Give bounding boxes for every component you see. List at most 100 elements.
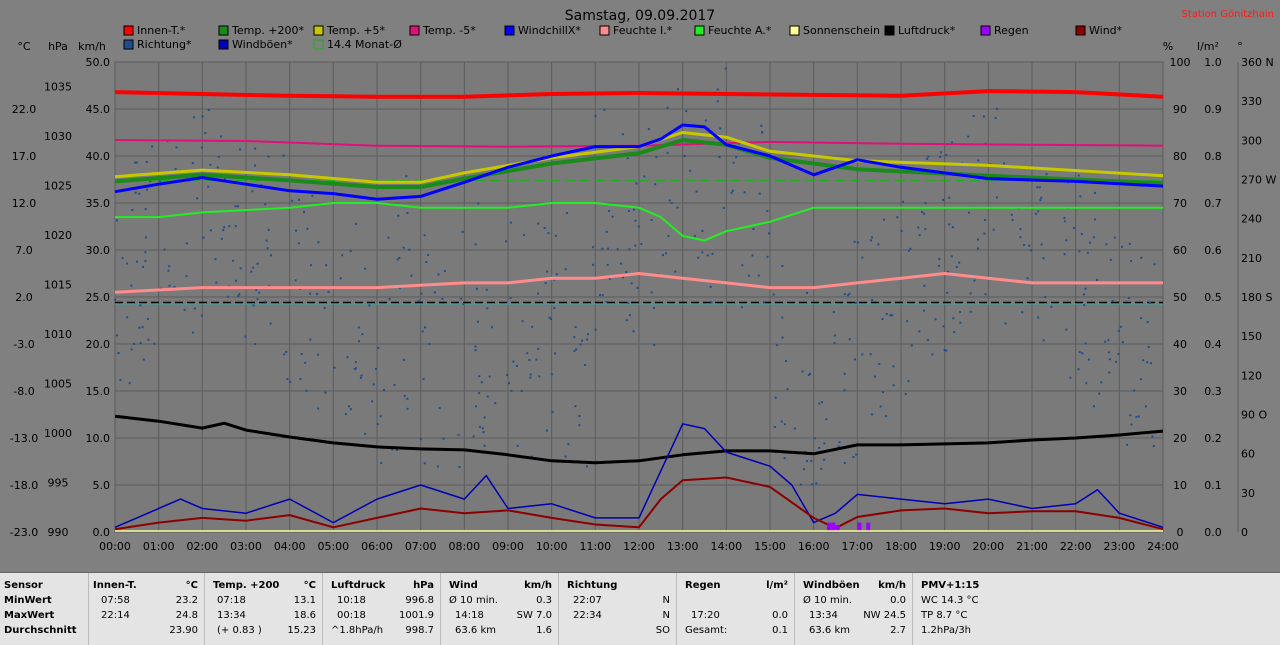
- summary-wind-min-note: Ø 10 min.: [449, 595, 498, 606]
- summary-wind-col: Wind km/h Ø 10 min. 0.3 14:18 SW 7.0 63.6 k…: [440, 573, 558, 645]
- tick-temp: -18.0: [10, 479, 38, 492]
- tick-time: 14:00: [710, 540, 742, 553]
- direction-point: [951, 226, 954, 229]
- direction-point: [869, 239, 872, 242]
- direction-point: [606, 263, 609, 266]
- direction-point: [234, 205, 237, 208]
- direction-point: [630, 282, 633, 285]
- series-temp-5: [114, 131, 1164, 184]
- direction-point: [509, 296, 512, 299]
- direction-point: [147, 338, 150, 341]
- direction-point: [709, 285, 712, 288]
- direction-point: [805, 460, 808, 463]
- direction-point: [1135, 415, 1138, 418]
- direction-point: [773, 425, 776, 428]
- direction-point: [1073, 227, 1076, 230]
- direction-point: [601, 247, 604, 250]
- summary-wind-avg-value: 1.6: [536, 625, 552, 636]
- direction-point: [853, 358, 856, 361]
- direction-point: [554, 352, 557, 355]
- direction-point: [251, 190, 254, 193]
- direction-point: [1140, 317, 1143, 320]
- tick-pressure: 995: [48, 477, 69, 490]
- direction-point: [368, 304, 371, 307]
- summary-sensor-title: Sensor: [4, 580, 43, 591]
- direction-point: [265, 239, 268, 242]
- direction-point: [627, 301, 630, 304]
- direction-point: [1037, 316, 1040, 319]
- direction-point: [942, 325, 945, 328]
- direction-point: [256, 262, 259, 265]
- direction-point: [1137, 415, 1140, 418]
- direction-point: [223, 226, 226, 229]
- direction-point: [185, 275, 188, 278]
- direction-point: [632, 330, 635, 333]
- legend-swatch-5: [599, 25, 610, 36]
- direction-point: [881, 391, 884, 394]
- direction-point: [175, 146, 178, 149]
- direction-point: [847, 294, 850, 297]
- direction-point: [757, 274, 760, 277]
- summary-luftdruck-min-value: 996.8: [405, 595, 434, 606]
- direction-point: [1083, 303, 1086, 306]
- direction-point: [948, 196, 951, 199]
- tick-wind: 30.0: [86, 244, 111, 257]
- direction-point: [168, 284, 171, 287]
- direction-point: [437, 273, 440, 276]
- direction-point: [807, 373, 810, 376]
- tick-time: 16:00: [798, 540, 830, 553]
- direction-point: [1011, 219, 1014, 222]
- legend-label-3: Temp. -5*: [422, 24, 476, 37]
- direction-point: [650, 219, 653, 222]
- summary-temp200-min-value: 13.1: [293, 595, 316, 606]
- direction-point: [183, 308, 186, 311]
- direction-point: [1003, 162, 1006, 165]
- summary-windboeen-min-note: Ø 10 min.: [803, 595, 852, 606]
- tick-pressure: 1015: [44, 279, 72, 292]
- direction-point: [1038, 186, 1041, 189]
- direction-point: [870, 413, 873, 416]
- direction-point: [968, 211, 971, 214]
- direction-point: [396, 449, 399, 452]
- direction-point: [676, 206, 679, 209]
- direction-point: [168, 265, 171, 268]
- direction-point: [627, 209, 630, 212]
- legend-swatch-13: [313, 39, 324, 50]
- direction-point: [1117, 353, 1120, 356]
- direction-point: [952, 317, 955, 320]
- direction-point: [393, 383, 396, 386]
- direction-point: [372, 383, 375, 386]
- tick-temp: 2.0: [15, 291, 33, 304]
- direction-point: [873, 375, 876, 378]
- direction-point: [254, 147, 257, 150]
- direction-point: [799, 483, 802, 486]
- direction-point: [622, 276, 625, 279]
- direction-point: [685, 110, 688, 113]
- direction-point: [480, 381, 483, 384]
- direction-point: [126, 262, 129, 265]
- rain-bar: [866, 522, 871, 532]
- direction-point: [693, 234, 696, 237]
- direction-point: [216, 166, 219, 169]
- direction-point: [264, 300, 267, 303]
- tick-humidity: 100: [1170, 56, 1191, 69]
- direction-point: [121, 257, 124, 260]
- tick-time: 15:00: [754, 540, 786, 553]
- direction-point: [1121, 341, 1124, 344]
- summary-richtung-col: Richtung 22:07 N 22:34 N SO: [558, 573, 676, 645]
- direction-point: [879, 405, 882, 408]
- direction-point: [1082, 293, 1085, 296]
- summary-windboeen-avg-value: 2.7: [890, 625, 906, 636]
- summary-windboeen-unit: km/h: [878, 580, 906, 591]
- tick-direction: 60: [1241, 448, 1255, 461]
- direction-point: [357, 326, 360, 329]
- summary-innen-unit: °C: [185, 580, 198, 591]
- direction-point: [951, 141, 954, 144]
- tick-time: 04:00: [274, 540, 306, 553]
- direction-point: [652, 306, 655, 309]
- direction-point: [516, 444, 519, 447]
- direction-point: [306, 227, 309, 230]
- direction-point: [406, 397, 409, 400]
- tick-humidity: 60: [1173, 244, 1187, 257]
- direction-point: [758, 192, 761, 195]
